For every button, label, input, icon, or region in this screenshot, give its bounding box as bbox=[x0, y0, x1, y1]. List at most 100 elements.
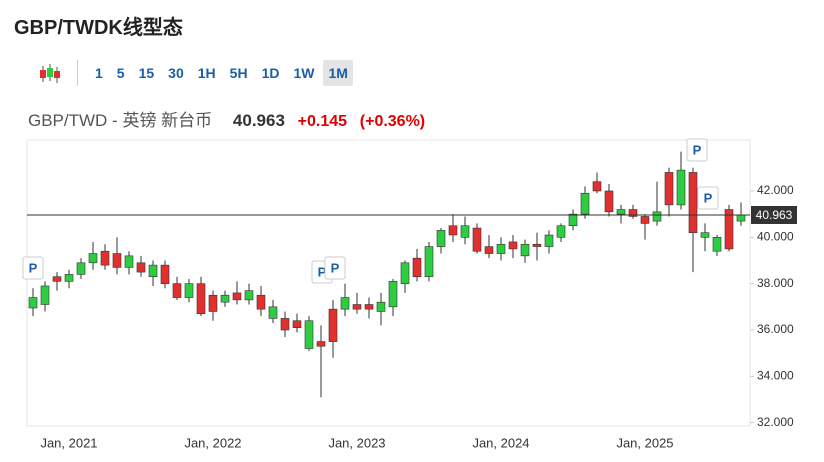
candle-body bbox=[448, 225, 458, 236]
change: +0.145 bbox=[297, 113, 348, 130]
candle-body bbox=[220, 294, 230, 303]
event-marker-label: P bbox=[704, 190, 713, 205]
candle-body bbox=[136, 262, 146, 273]
candle-body bbox=[592, 181, 602, 192]
candle-body bbox=[724, 209, 734, 250]
candle-body bbox=[652, 211, 662, 222]
candle-body bbox=[544, 234, 554, 247]
plot-frame bbox=[26, 139, 751, 427]
candle-body bbox=[628, 209, 638, 217]
x-tick-label: Jan, 2025 bbox=[616, 435, 673, 450]
candle-body bbox=[244, 290, 254, 301]
candle-body bbox=[208, 294, 218, 312]
candle-body bbox=[340, 297, 350, 310]
candle-body bbox=[256, 294, 266, 310]
toolbar: 1 5 15 30 1H 5H 1D 1W 1M bbox=[34, 60, 374, 88]
candle-body bbox=[700, 232, 710, 238]
candle-body bbox=[508, 241, 518, 250]
interval-list: 1 5 15 30 1H 5H 1D 1W 1M bbox=[90, 60, 357, 88]
candle-body bbox=[664, 172, 674, 206]
y-tick-label: 34.000 bbox=[757, 369, 794, 383]
candle-body bbox=[676, 169, 686, 206]
separator bbox=[77, 60, 78, 86]
candle-body bbox=[604, 190, 614, 213]
interval-button[interactable]: 1D bbox=[261, 65, 280, 81]
x-tick-label: Jan, 2024 bbox=[472, 435, 529, 450]
event-marker[interactable]: P bbox=[324, 256, 346, 280]
interval-button[interactable]: 15 bbox=[138, 65, 155, 81]
price: 40.963 bbox=[232, 111, 285, 130]
interval-button[interactable]: 1M bbox=[323, 60, 353, 86]
candle-body bbox=[100, 250, 110, 266]
candle-body bbox=[232, 292, 242, 301]
last-price-box bbox=[751, 206, 797, 225]
interval-button[interactable]: 1 bbox=[95, 65, 103, 81]
y-tick-label: 32.000 bbox=[757, 415, 794, 429]
candle-body bbox=[616, 209, 626, 215]
candle-body bbox=[712, 237, 722, 252]
y-tick-label: 40.000 bbox=[757, 229, 794, 243]
candle-body bbox=[184, 283, 194, 298]
interval-button[interactable]: 5 bbox=[116, 65, 125, 81]
candle-body bbox=[580, 192, 590, 215]
event-marker[interactable]: P bbox=[686, 138, 708, 162]
candle-body bbox=[316, 341, 326, 347]
chart-type-icon[interactable] bbox=[36, 61, 64, 87]
candle-body bbox=[28, 297, 38, 309]
event-marker-label: P bbox=[693, 142, 702, 157]
interval-button[interactable]: 1W bbox=[293, 65, 315, 81]
last-price-label: 40.963 bbox=[756, 208, 793, 222]
candle-body bbox=[112, 253, 122, 268]
change-percent: (+0.36%) bbox=[359, 113, 426, 130]
event-marker[interactable]: P bbox=[697, 186, 719, 210]
candle-body bbox=[160, 264, 170, 284]
candle-body bbox=[496, 243, 506, 254]
candle-body bbox=[328, 308, 338, 342]
candle-body bbox=[352, 304, 362, 310]
candle-body bbox=[268, 306, 278, 319]
candle-body bbox=[412, 257, 422, 278]
candle-body bbox=[148, 264, 158, 278]
event-marker-box bbox=[686, 138, 708, 162]
interval-button[interactable]: 1H bbox=[197, 65, 216, 81]
candle-body bbox=[400, 262, 410, 284]
candle-body bbox=[124, 255, 134, 268]
candle-body bbox=[556, 225, 566, 238]
candle-body bbox=[688, 172, 698, 233]
event-marker-label: P bbox=[331, 260, 340, 275]
interval-button[interactable]: 30 bbox=[168, 65, 184, 81]
candle-body bbox=[640, 216, 650, 224]
candle-body bbox=[520, 243, 530, 257]
candle-body bbox=[52, 276, 62, 282]
y-tick-label: 36.000 bbox=[757, 322, 794, 336]
candle-body bbox=[40, 285, 50, 305]
x-tick-label: Jan, 2023 bbox=[328, 435, 385, 450]
candle-body bbox=[88, 253, 98, 264]
event-marker-box bbox=[22, 256, 44, 280]
symbol: GBP/TWD - 英镑 新台币 bbox=[28, 111, 213, 130]
candle-body bbox=[436, 230, 446, 247]
x-tick-label: Jan, 2022 bbox=[184, 435, 241, 450]
quote-line: GBP/TWD - 英镑 新台币 40.963 +0.145 (+0.36%) bbox=[28, 106, 425, 131]
candle-body bbox=[424, 246, 434, 278]
candle-body bbox=[472, 227, 482, 252]
candle-body bbox=[364, 304, 374, 310]
candle-body bbox=[532, 243, 542, 247]
event-marker-label: P bbox=[318, 264, 327, 279]
candle-body bbox=[172, 283, 182, 298]
x-tick-label: Jan, 2021 bbox=[40, 435, 97, 450]
event-marker-box bbox=[697, 186, 719, 210]
title: GBP/TWDK线型态 bbox=[14, 17, 183, 39]
y-tick-label: 38.000 bbox=[757, 276, 794, 290]
candle-body bbox=[64, 274, 74, 282]
candle-body bbox=[292, 320, 302, 328]
event-marker[interactable]: P bbox=[22, 256, 44, 280]
interval-button[interactable]: 5H bbox=[229, 65, 248, 81]
candle-body bbox=[736, 214, 746, 222]
event-marker-box bbox=[324, 256, 346, 280]
y-tick-label: 42.000 bbox=[757, 183, 794, 197]
candle-body bbox=[484, 246, 494, 254]
candle-body bbox=[376, 301, 386, 312]
